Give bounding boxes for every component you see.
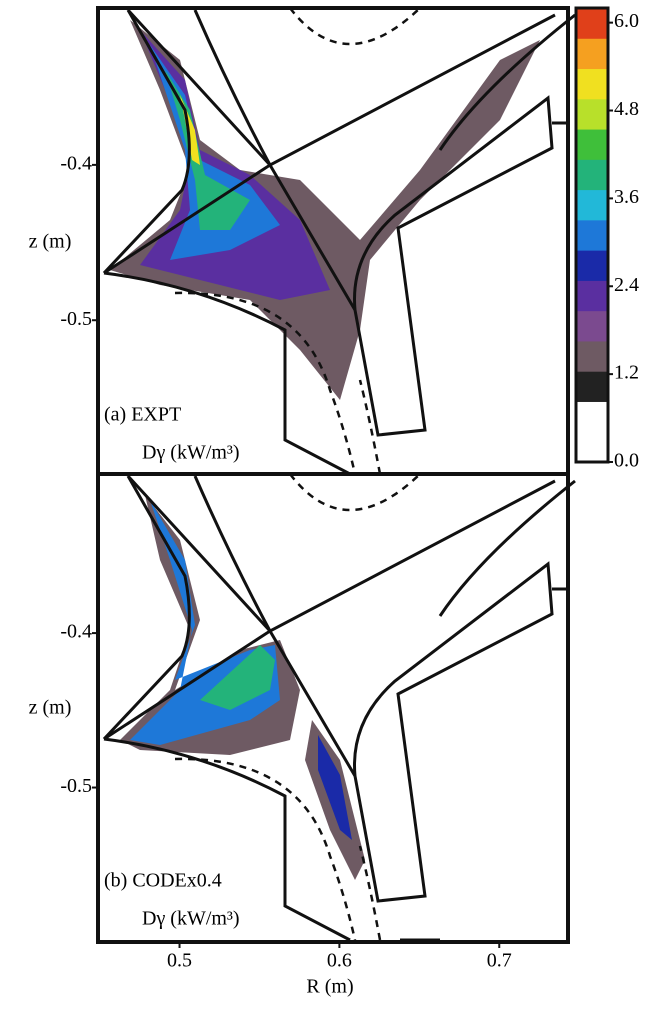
- emission: [110, 20, 540, 400]
- colorbar-frame: [574, 6, 610, 464]
- emission: [200, 645, 275, 710]
- colorbar-band: [576, 98, 608, 130]
- x-tick-label: 0.6: [327, 950, 352, 972]
- colorbar-band: [576, 371, 608, 402]
- colorbar-band: [576, 310, 608, 342]
- panel-a: [110, 20, 540, 400]
- colorbar-tick-label: 0.0: [614, 450, 639, 472]
- y-tick-label: -0.4: [60, 621, 92, 643]
- x-tick-label: 0.5: [167, 950, 192, 972]
- colorbar-band: [576, 219, 608, 251]
- colorbar-tick-label: 3.6: [614, 186, 639, 208]
- y-tick-label: -0.4: [60, 152, 92, 174]
- colorbar-band: [576, 129, 608, 160]
- colorbar-band: [576, 340, 608, 372]
- y-tick-label: -0.5: [60, 775, 92, 797]
- colorbar-tick-label: 4.8: [614, 98, 639, 120]
- x-axis-label: R (m): [306, 976, 353, 998]
- colorbar-band: [576, 431, 608, 463]
- colorbar-band: [576, 8, 608, 39]
- quantity-label: Dγ (kW/m³): [142, 908, 240, 930]
- colorbar-tick-label: 1.2: [614, 362, 639, 384]
- emission: [318, 735, 352, 840]
- colorbar-band: [576, 280, 608, 312]
- y-tick-label: -0.5: [60, 308, 92, 330]
- colorbar-band: [576, 38, 608, 70]
- y-axis-label: z (m): [29, 697, 72, 719]
- colorbar-band: [576, 250, 608, 281]
- emission: [140, 30, 330, 300]
- quantity-label: Dγ (kW/m³): [142, 442, 240, 464]
- plot-frame: [96, 472, 570, 944]
- colorbar-band: [576, 159, 608, 191]
- colorbar-band: [576, 401, 608, 433]
- colorbar-tick-label: 6.0: [614, 10, 639, 32]
- panel-label: (b) CODEx0.4: [104, 870, 222, 892]
- x-tick-label: 0.7: [487, 950, 512, 972]
- colorbar-band: [576, 68, 608, 100]
- panel-b: [120, 495, 365, 880]
- y-axis-label: z (m): [29, 231, 72, 253]
- colorbar-tick-label: 2.4: [614, 274, 639, 296]
- colorbar: 0.0 1.2 2.4 3.6 4.8 6.0: [574, 6, 639, 472]
- panel-label: (a) EXPT: [104, 404, 181, 426]
- colorbar-band: [576, 189, 608, 221]
